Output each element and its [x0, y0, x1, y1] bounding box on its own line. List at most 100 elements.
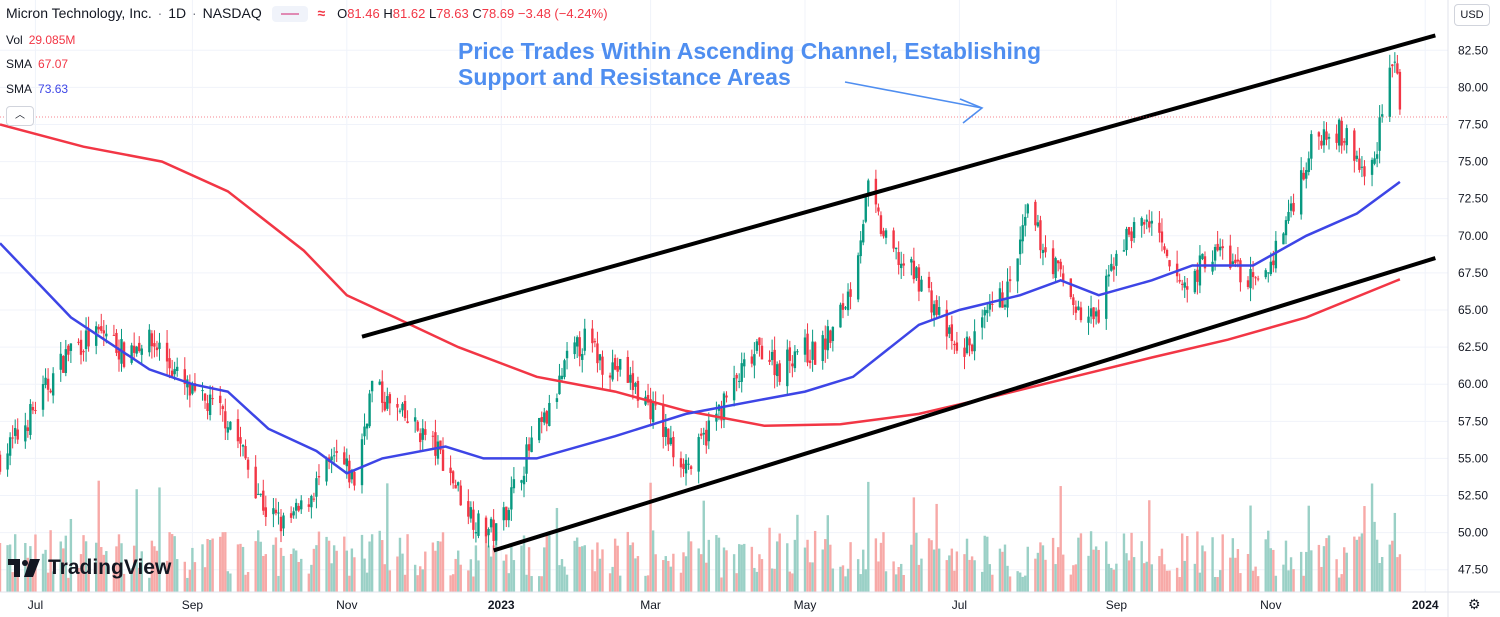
volume-bar	[669, 566, 673, 592]
candle-body	[34, 410, 37, 412]
tradingview-logo[interactable]: TradingView	[8, 556, 171, 580]
volume-bar	[1051, 537, 1055, 592]
volume-bar	[619, 575, 622, 592]
volume-bar	[522, 535, 526, 592]
candle-body	[1072, 297, 1075, 305]
volume-bar	[484, 531, 488, 592]
volume-bar	[381, 540, 384, 592]
candle-body	[439, 440, 442, 451]
candle-body	[221, 406, 224, 410]
volume-bar	[644, 575, 647, 592]
volume-bar	[1087, 555, 1090, 592]
time-tick-label: 2023	[488, 598, 515, 612]
volume-bar	[897, 567, 900, 592]
candle-body	[416, 421, 419, 431]
volume-bar	[0, 542, 2, 592]
collapse-legend-button[interactable]: ︿	[6, 106, 34, 126]
candle-body	[737, 380, 741, 382]
candle-body	[735, 374, 738, 379]
volume-bar	[793, 539, 797, 592]
candle-body	[310, 495, 313, 508]
candle-body	[1335, 133, 1338, 143]
settings-gear-icon[interactable]: ⚙	[1468, 596, 1481, 612]
volume-bar	[140, 551, 143, 592]
volume-bar	[902, 574, 905, 592]
interval-label[interactable]: 1D	[168, 5, 187, 21]
volume-bar	[682, 552, 685, 592]
volume-bar	[867, 481, 870, 592]
candle-body	[477, 513, 480, 536]
compare-icon[interactable]: ≈	[317, 5, 326, 21]
candle-body	[778, 363, 781, 382]
volume-bar	[84, 541, 88, 592]
currency-selector[interactable]: USD	[1454, 4, 1490, 26]
candle-body	[370, 380, 374, 392]
candle-body	[667, 428, 670, 445]
candle-body	[1143, 222, 1146, 225]
volume-bar	[307, 573, 311, 592]
candle-body	[892, 230, 895, 249]
volume-bar	[1267, 530, 1270, 592]
candle-body	[219, 395, 222, 404]
candle-body	[330, 456, 333, 461]
volume-bar	[1353, 536, 1356, 592]
candle-body	[788, 347, 792, 361]
candle-body	[451, 471, 455, 484]
candle-body	[1363, 166, 1366, 177]
volume-bar	[277, 575, 280, 592]
time-axis: Jul Sep Nov 2023 Mar May Jul Sep Nov 2024	[0, 591, 1500, 612]
volume-bar	[1107, 563, 1110, 592]
candle-body	[955, 342, 959, 351]
candle-body	[421, 428, 424, 440]
volume-bar	[424, 551, 427, 592]
candle-body	[998, 288, 1002, 308]
volume-bar	[282, 555, 285, 592]
volume-bar	[148, 577, 151, 592]
volume-bar	[512, 560, 516, 592]
volume-bar	[1320, 566, 1323, 592]
price-tick-label: 52.50	[1458, 489, 1488, 503]
visibility-toggle[interactable]	[271, 6, 308, 23]
candle-body	[332, 455, 336, 457]
time-tick-label: Nov	[336, 598, 357, 612]
candle-body	[277, 512, 280, 514]
volume-bar	[770, 568, 774, 592]
volume-bar	[1254, 566, 1257, 592]
volume-bar	[740, 544, 743, 592]
volume-bar	[811, 562, 814, 592]
candle-body	[13, 428, 17, 436]
candle-body	[257, 493, 260, 495]
volume-bar	[370, 534, 374, 592]
candle-body	[1036, 222, 1040, 227]
volume-bar	[454, 558, 457, 592]
volume-bar	[1008, 576, 1012, 592]
volume-bar	[1201, 545, 1204, 592]
candle-body	[431, 435, 435, 437]
candle-body	[1018, 239, 1022, 255]
candle-body	[59, 353, 62, 370]
symbol-title[interactable]: Micron Technology, Inc.	[6, 5, 152, 21]
volume-bar	[910, 544, 913, 592]
candle-body	[760, 345, 764, 360]
indicator-sma-slow[interactable]: SMA 67.07	[6, 57, 69, 71]
volume-bar	[191, 547, 194, 592]
indicator-sma-fast[interactable]: SMA 73.63	[6, 82, 69, 96]
volume-bar	[932, 549, 936, 592]
volume-bar	[1193, 563, 1197, 592]
candle-body	[1320, 140, 1323, 146]
volume-bar	[646, 575, 650, 592]
candle-body	[94, 326, 98, 346]
candle-body	[1039, 220, 1042, 251]
volume-bar	[224, 532, 227, 592]
candle-body	[983, 309, 986, 316]
volume-bar	[1021, 576, 1024, 592]
indicator-volume[interactable]: Vol 29.085M	[6, 33, 76, 47]
candle-body	[1231, 261, 1235, 265]
candle-body	[560, 375, 564, 379]
candle-body	[1158, 222, 1161, 233]
candle-body	[1107, 274, 1110, 277]
candle-body	[300, 500, 303, 510]
candle-body	[100, 326, 103, 331]
volume-bar	[1236, 549, 1240, 592]
